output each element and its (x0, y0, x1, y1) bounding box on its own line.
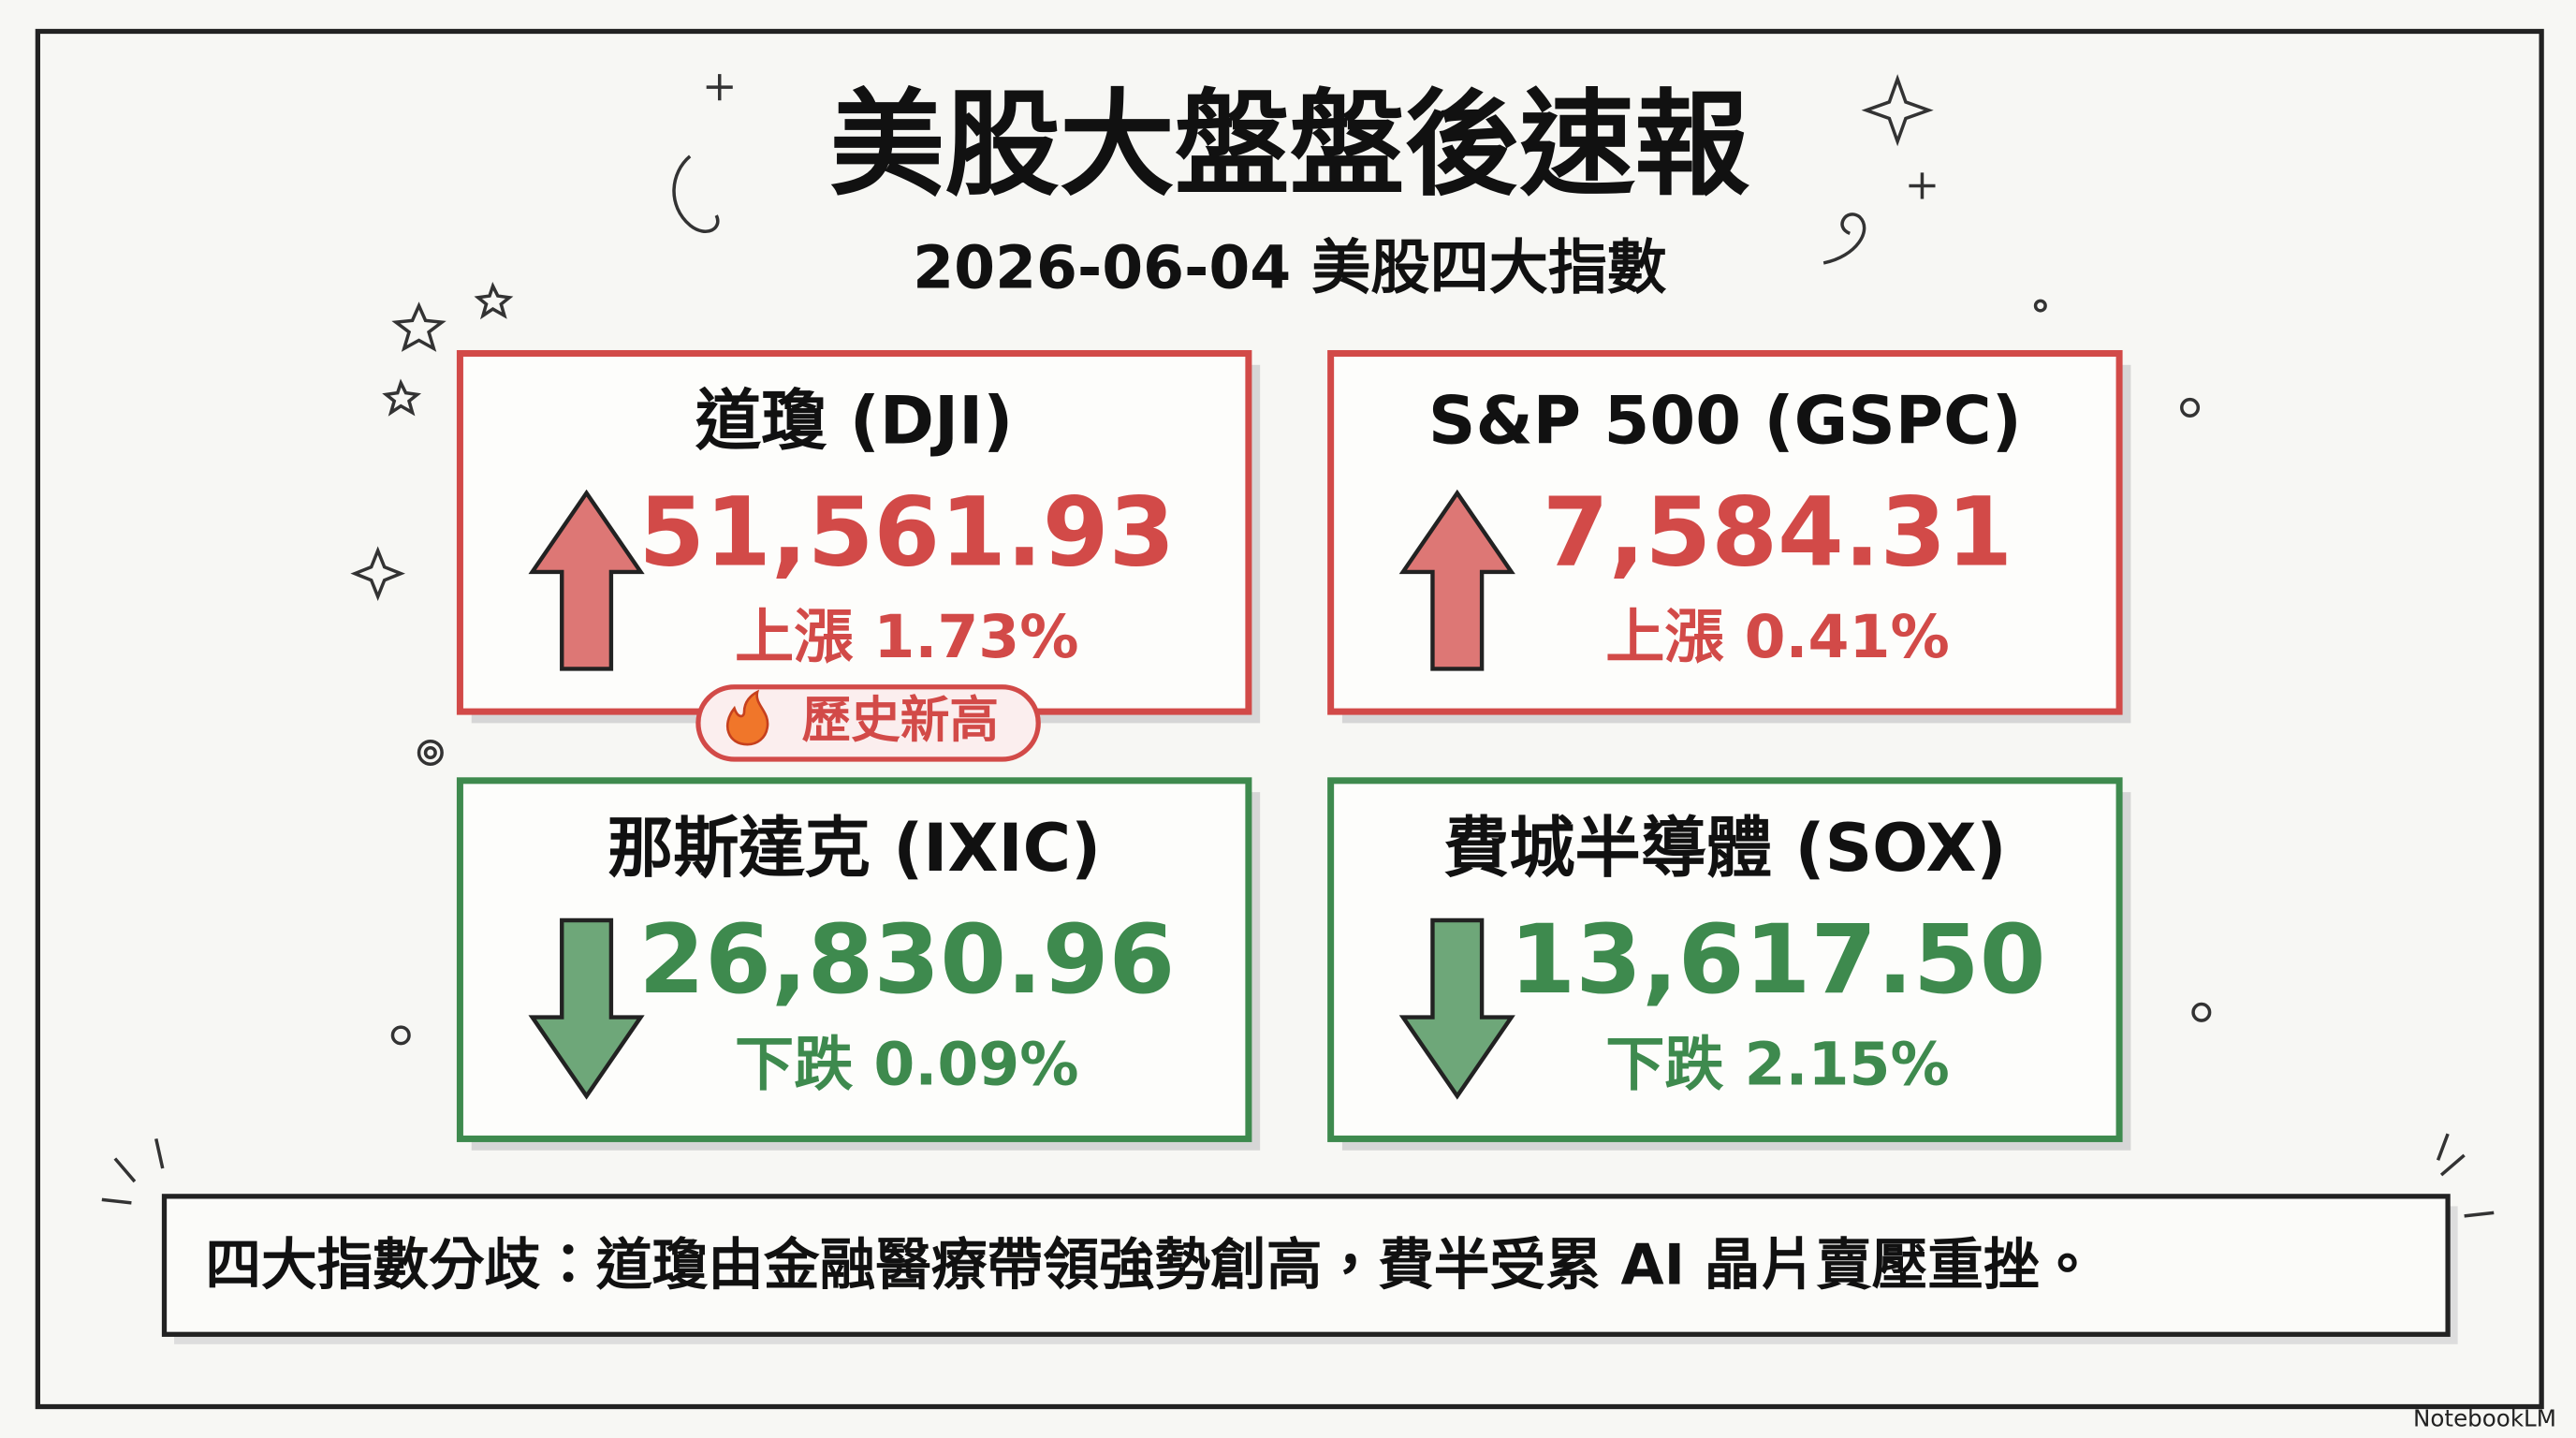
card-value: 26,830.96 (638, 905, 1175, 1016)
card-value: 7,584.31 (1543, 478, 2012, 589)
cards: 道瓊 (DJI) 51,561.93 上漲 1.73% 歷史新高 S&P 500 (GS… (456, 349, 2131, 1151)
trend-arrow (528, 917, 645, 1100)
card-name: 費城半導體 (SOX) (1443, 810, 2006, 887)
frame (35, 28, 2544, 1410)
card-name: 那斯達克 (IXIC) (607, 810, 1101, 887)
trend-arrow (1398, 489, 1515, 671)
card-change: 上漲 0.41% (1605, 602, 1949, 671)
summary: 四大指數分歧：道瓊由金融醫療帶領強勢創高，費半受累 AI 晶片賣壓重挫。 (205, 1234, 2095, 1299)
badge-flame (725, 689, 769, 746)
trend-arrow (1398, 917, 1515, 1100)
decorations (101, 74, 2495, 1218)
card-value: 51,561.93 (638, 478, 1175, 589)
card-change: 下跌 0.09% (735, 1030, 1078, 1099)
card-value: 13,617.50 (1509, 905, 2045, 1016)
badge (695, 684, 1041, 762)
badge-text: 歷史新高 (802, 692, 1000, 749)
footer-box (161, 1194, 2451, 1337)
card-change: 上漲 1.73% (735, 602, 1078, 671)
title: 美股大盤盤後速報 (829, 78, 1749, 212)
card-name: S&P 500 (GSPC) (1428, 383, 2022, 460)
brand: NotebookLM (2413, 1405, 2556, 1432)
card-change: 下跌 2.15% (1605, 1030, 1949, 1099)
trend-arrow (528, 489, 645, 671)
subtitle: 2026-06-04 美股四大指數 (913, 232, 1666, 301)
card-name: 道瓊 (DJI) (695, 383, 1013, 460)
